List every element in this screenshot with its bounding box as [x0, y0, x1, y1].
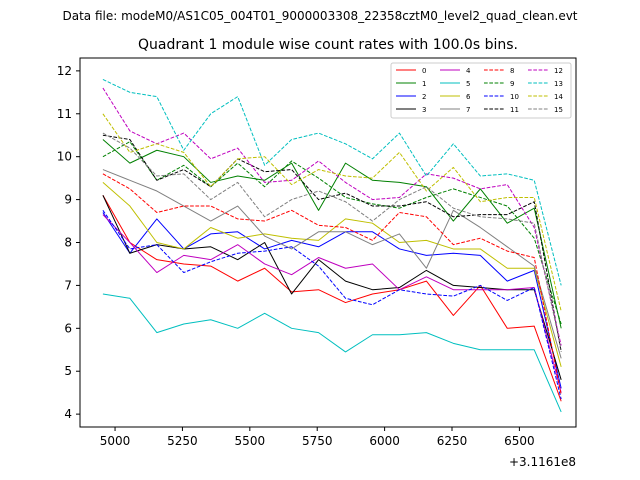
series-line-4 — [102, 214, 562, 393]
y-tick-label: 7 — [64, 278, 72, 292]
legend-label-2: 2 — [422, 93, 426, 101]
y-tick-label: 12 — [57, 64, 72, 78]
y-tick-label: 9 — [64, 193, 72, 207]
series-line-5 — [102, 293, 562, 413]
legend-box — [390, 62, 572, 119]
y-axis-ticks: 4 5 6 7 8 9 10 11 12 — [57, 64, 80, 421]
series-line-2 — [102, 212, 562, 389]
series-layer — [102, 78, 562, 413]
legend-label-10: 10 — [510, 93, 519, 101]
series-line-13 — [102, 78, 562, 286]
figure-suptitle: Data file: modeM0/AS1C05_004T01_90000033… — [62, 9, 577, 23]
axes-background — [80, 58, 576, 427]
legend-label-13: 13 — [554, 80, 563, 88]
legend-label-3: 3 — [422, 106, 426, 114]
series-line-8 — [102, 173, 562, 395]
chart-title: Quadrant 1 module wise count rates with … — [138, 37, 518, 53]
x-tick-label: 6000 — [369, 434, 400, 448]
series-line-7 — [102, 169, 562, 359]
y-tick-label: 10 — [57, 150, 72, 164]
x-tick-label: 5250 — [167, 434, 198, 448]
series-line-9 — [102, 141, 562, 325]
legend-label-4: 4 — [466, 67, 471, 75]
x-axis-offset-label: +3.1161e8 — [509, 455, 576, 469]
series-line-10 — [102, 210, 562, 400]
legend-label-11: 11 — [510, 106, 519, 114]
y-tick-label: 11 — [57, 107, 72, 121]
legend-label-14: 14 — [554, 93, 563, 101]
series-line-14 — [102, 113, 562, 312]
x-tick-label: 5750 — [302, 434, 333, 448]
series-line-1 — [102, 139, 562, 329]
series-line-6 — [102, 182, 562, 368]
legend-label-15: 15 — [554, 106, 563, 114]
legend-label-9: 9 — [510, 80, 514, 88]
x-tick-label: 6250 — [437, 434, 468, 448]
legend-label-7: 7 — [466, 106, 470, 114]
x-tick-label: 5000 — [100, 434, 131, 448]
plot-area: 5000 5250 5500 5750 6000 6250 6500 45678910111… — [57, 57, 577, 469]
legend-label-6: 6 — [466, 93, 471, 101]
y-tick-label: 8 — [64, 236, 72, 250]
y-tick-label: 5 — [64, 364, 72, 378]
series-line-0 — [102, 195, 562, 402]
x-tick-label: 6500 — [504, 434, 535, 448]
series-line-12 — [102, 87, 562, 346]
legend-label-8: 8 — [510, 67, 514, 75]
y-tick-label: 4 — [64, 407, 72, 421]
x-axis-ticks: 5000 5250 5500 5750 6000 6250 6500 — [100, 427, 535, 448]
legend-label-5: 5 — [466, 80, 470, 88]
legend-label-0: 0 — [422, 67, 426, 75]
x-tick-label: 5500 — [235, 434, 266, 448]
legend-label-1: 1 — [422, 80, 426, 88]
series-line-15 — [102, 132, 562, 350]
y-tick-label: 6 — [64, 321, 72, 335]
legend-label-12: 12 — [554, 67, 563, 75]
